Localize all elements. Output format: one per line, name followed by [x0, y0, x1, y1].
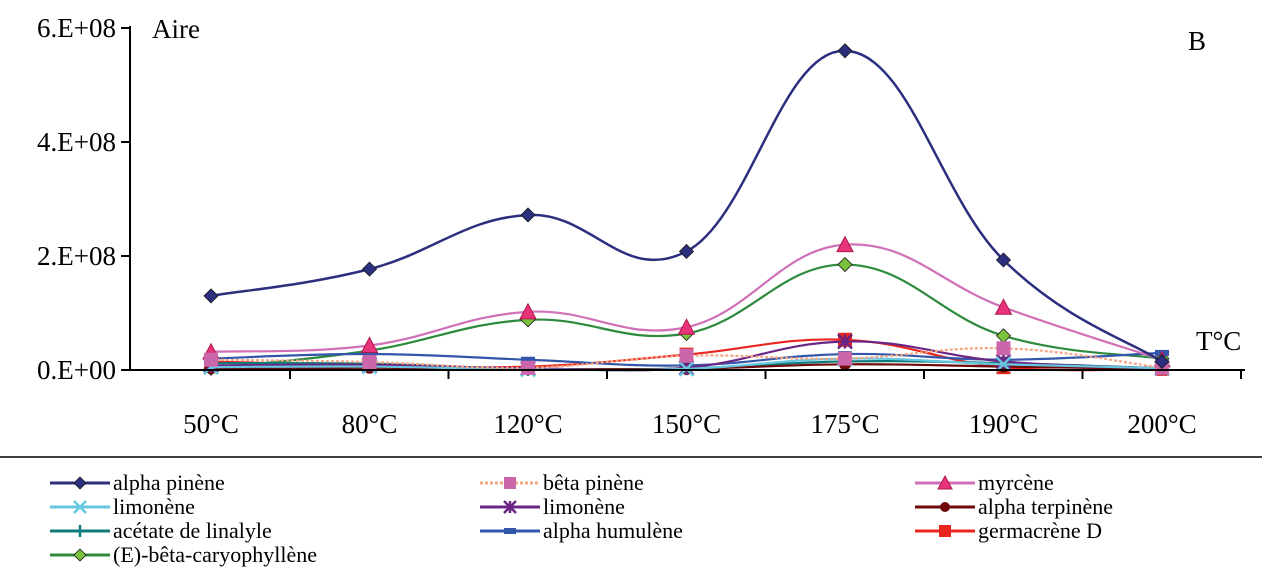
data-point-alpha-humulene-7-2	[521, 356, 535, 363]
legend-item-alpha-terpinene-5: alpha terpinène	[915, 494, 1113, 519]
data-point-beta-pinene-1-3	[679, 348, 694, 363]
data-point-alpha-pinene-0-2	[520, 207, 536, 223]
legend-marker-myrcene-2	[937, 474, 953, 490]
plot-area	[202, 43, 1171, 378]
data-point-myrcene-2-5	[994, 298, 1013, 315]
legend-item-alpha-humulene-7: alpha humulène	[480, 518, 683, 543]
data-point-beta-pinene-1-2	[521, 360, 535, 375]
data-point-beta-pinene-1-5	[996, 341, 1011, 356]
series-line-myrcene-2	[210, 243, 1163, 361]
legend-label-germacrene-d-8: germacrène D	[978, 518, 1102, 543]
data-point-e-beta-caryophyllene-9-5	[995, 328, 1012, 344]
x-axis-title: T°C	[1196, 326, 1241, 356]
legend-item-alpha-pinene-0: alpha pinène	[50, 470, 225, 495]
data-point-limonene-3-3	[678, 360, 695, 377]
series-myrcene-2	[202, 235, 1171, 368]
y-tick-label: 6.E+08	[37, 13, 116, 43]
data-point-beta-pinene-1-1	[362, 355, 377, 370]
legend-marker-germacrene-d-8	[939, 525, 951, 537]
legend-item-limonene-4: limonène	[480, 494, 625, 519]
legend-label-alpha-humulene-7: alpha humulène	[543, 518, 683, 543]
x-tick-label: 120°C	[493, 409, 562, 439]
data-point-limonene-3-5	[995, 356, 1012, 373]
data-point-e-beta-caryophyllene-9-4	[837, 256, 853, 273]
y-tick-label: 4.E+08	[37, 127, 116, 157]
legend-item-beta-pinene-1: bêta pinène	[480, 470, 644, 495]
data-point-limonene-4-5	[995, 353, 1012, 370]
data-point-alpha-humulene-7-1	[362, 351, 377, 358]
data-point-beta-pinene-1-4	[838, 351, 852, 366]
x-tick-label: 150°C	[652, 409, 721, 439]
legend-item-myrcene-2: myrcène	[915, 470, 1054, 495]
data-point-myrcene-2-4	[836, 235, 854, 253]
x-tick-label: 200°C	[1127, 409, 1196, 439]
y-axis-title: Aire	[152, 14, 200, 44]
legend-label-acetate-de-linalyle-6: acétate de linalyle	[113, 518, 272, 543]
y-tick-label: 0.E+00	[37, 355, 116, 385]
legend-label-myrcene-2: myrcène	[978, 470, 1054, 495]
legend-label-alpha-terpinene-5: alpha terpinène	[978, 494, 1113, 519]
legend-item-acetate-de-linalyle-6: acétate de linalyle	[50, 518, 272, 543]
axes: 0.E+00 2.E+08 4.E+08 6.E+08 50°C 80°C 120°C 150…	[37, 13, 1245, 439]
legend-marker-limonene-4	[503, 500, 517, 514]
legend-label-limonene-4: limonène	[543, 494, 625, 519]
legend-item-limonene-3: limonène	[50, 494, 195, 519]
data-point-myrcene-2-1	[360, 336, 379, 353]
legend-marker-alpha-pinene-0	[73, 476, 87, 490]
series-line-alpha-pinene-0	[210, 49, 1163, 363]
legend-marker-alpha-terpinene-5	[940, 502, 950, 512]
legend-marker-alpha-humulene-7	[504, 528, 516, 534]
data-point-alpha-pinene-0-1	[361, 261, 378, 277]
x-tick-label: 50°C	[183, 409, 239, 439]
legend-marker-beta-pinene-1	[504, 477, 516, 489]
x-tick-label: 190°C	[969, 409, 1038, 439]
x-tick-label: 175°C	[810, 409, 879, 439]
x-tick-label: 80°C	[342, 409, 398, 439]
data-point-alpha-pinene-0-4	[837, 43, 853, 59]
legend-marker-acetate-de-linalyle-6	[74, 525, 86, 537]
legend-label-beta-pinene-1: bêta pinène	[543, 470, 644, 495]
legend-label-e-beta-caryophyllene-9: (E)-bêta-caryophyllène	[113, 542, 317, 567]
data-point-alpha-pinene-0-0	[203, 288, 219, 304]
series-beta-pinene-1	[204, 341, 1169, 375]
legend-label-alpha-pinene-0: alpha pinène	[113, 470, 225, 495]
y-tick-label: 2.E+08	[37, 241, 116, 271]
data-point-limonene-4-4	[837, 333, 853, 350]
data-point-myrcene-2-2	[519, 302, 537, 320]
legend-label-limonene-3: limonène	[113, 494, 195, 519]
data-point-alpha-pinene-0-6	[1154, 353, 1170, 370]
legend-marker-e-beta-caryophyllene-9	[73, 548, 87, 562]
data-point-beta-pinene-1-0	[204, 352, 218, 367]
series-alpha-pinene-0	[203, 43, 1170, 370]
legend-marker-limonene-3	[73, 500, 87, 514]
data-point-alpha-pinene-0-5	[995, 252, 1012, 268]
legend-item-germacrene-d-8: germacrène D	[915, 518, 1102, 543]
panel-label: B	[1188, 26, 1206, 56]
data-point-myrcene-2-3	[677, 318, 696, 335]
legend: alpha pinène bêta pinène myrcène limonène li…	[50, 470, 1113, 567]
data-point-alpha-pinene-0-3	[678, 243, 695, 260]
legend-item-e-beta-caryophyllene-9: (E)-bêta-caryophyllène	[50, 542, 317, 567]
